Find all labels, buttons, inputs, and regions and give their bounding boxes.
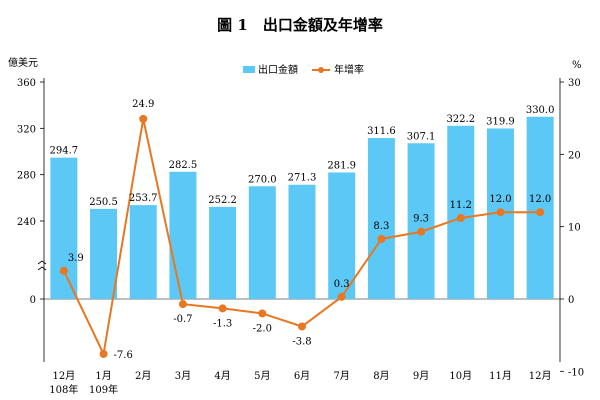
bar bbox=[129, 205, 157, 299]
axis-break-marker bbox=[37, 260, 47, 271]
right-tick-label: 0 bbox=[568, 295, 574, 306]
x-tick-label: 3月 bbox=[175, 370, 191, 382]
line-series bbox=[59, 114, 545, 358]
chart-title: 圖 1 出口金額及年增率 bbox=[217, 16, 383, 34]
line-value-label: -2.0 bbox=[253, 323, 272, 334]
data-labels: 294.7 250.5 253.7 282.5 252.2 270.0 271.3 281.9… bbox=[50, 99, 555, 361]
x-tick-label: 8月 bbox=[373, 370, 389, 382]
line-value-label: 8.3 bbox=[373, 221, 389, 232]
legend-bar-swatch bbox=[243, 66, 255, 73]
line-value-label: -1.3 bbox=[213, 318, 232, 329]
left-tick-label: 0 bbox=[30, 295, 36, 306]
bar bbox=[288, 184, 316, 299]
growth-point bbox=[536, 208, 545, 217]
line-value-label: 9.3 bbox=[413, 214, 429, 225]
x-tick-label: 12月 bbox=[529, 370, 552, 382]
bar-value-label: 282.5 bbox=[169, 160, 198, 171]
growth-point bbox=[258, 309, 267, 318]
line-value-label: -3.8 bbox=[292, 336, 311, 347]
line-value-label: 24.9 bbox=[132, 99, 154, 110]
line-value-label: -0.7 bbox=[173, 314, 192, 325]
x-tick-label: 4月 bbox=[214, 370, 230, 382]
bar-value-label: 250.5 bbox=[89, 197, 118, 208]
x-tick-label: 7月 bbox=[334, 370, 350, 382]
bar bbox=[209, 206, 237, 299]
bar-value-label: 252.2 bbox=[208, 195, 237, 206]
growth-point bbox=[417, 227, 426, 236]
left-axis-unit: 億美元 bbox=[8, 56, 38, 69]
growth-point bbox=[99, 349, 108, 358]
bar bbox=[248, 186, 276, 299]
bar-value-label: 307.1 bbox=[407, 131, 436, 142]
bar bbox=[50, 157, 78, 299]
line-value-label: 3.9 bbox=[68, 253, 84, 264]
bar bbox=[169, 171, 197, 299]
x-tick-label: 9月 bbox=[413, 370, 429, 382]
bar-value-label: 322.2 bbox=[446, 114, 475, 125]
right-axis-unit: % bbox=[572, 60, 582, 71]
legend: 出口金額 年增率 bbox=[243, 63, 364, 76]
legend-line-marker bbox=[318, 67, 324, 73]
bar bbox=[328, 172, 356, 299]
left-tick-label: 360 bbox=[17, 78, 36, 89]
bar bbox=[367, 138, 395, 299]
growth-point bbox=[456, 213, 465, 222]
line-value-label: 0.3 bbox=[334, 279, 350, 290]
left-tick-label: 240 bbox=[17, 217, 36, 228]
growth-point bbox=[377, 234, 386, 243]
left-tick-label: 320 bbox=[17, 124, 36, 135]
right-tick-label: 30 bbox=[568, 78, 581, 89]
x-tick-label: 10月 bbox=[449, 370, 472, 382]
bar-value-label: 319.9 bbox=[486, 116, 515, 127]
x-tick-label: 11月 bbox=[489, 370, 512, 382]
growth-point bbox=[496, 208, 505, 217]
x-tick-label: 1月 bbox=[95, 370, 111, 382]
x-tick-label: 6月 bbox=[294, 370, 310, 382]
bar bbox=[407, 143, 435, 299]
legend-line-label: 年增率 bbox=[334, 63, 364, 76]
legend-bar-label: 出口金額 bbox=[258, 63, 298, 76]
bar bbox=[447, 125, 475, 299]
growth-point bbox=[139, 114, 148, 123]
line-value-label: 11.2 bbox=[450, 200, 472, 211]
bar-value-label: 253.7 bbox=[129, 193, 158, 204]
bar bbox=[90, 208, 118, 299]
bar-value-label: 330.0 bbox=[526, 105, 555, 116]
growth-point bbox=[337, 292, 346, 301]
bar-series bbox=[50, 116, 554, 299]
x-tick-label: 2月 bbox=[135, 370, 151, 382]
right-tick-label: -10 bbox=[568, 367, 584, 378]
growth-point bbox=[59, 266, 68, 275]
right-tick-label: 20 bbox=[568, 150, 581, 161]
line-value-label: -7.6 bbox=[114, 350, 133, 361]
bar-value-label: 294.7 bbox=[50, 146, 79, 157]
growth-point bbox=[178, 300, 187, 309]
bar-value-label: 271.3 bbox=[288, 173, 317, 184]
line-value-label: 12.0 bbox=[489, 194, 511, 205]
x-tick-label: 5月 bbox=[254, 370, 270, 382]
left-tick-label: 280 bbox=[17, 171, 36, 182]
bar bbox=[526, 116, 554, 299]
bar-value-label: 270.0 bbox=[248, 174, 277, 185]
x-tick-sublabel: 109年 bbox=[89, 383, 118, 396]
x-tick-label: 12月 bbox=[52, 370, 75, 382]
bar-value-label: 281.9 bbox=[327, 160, 356, 171]
growth-point bbox=[298, 322, 306, 331]
right-tick-label: 10 bbox=[568, 223, 581, 234]
bar-value-label: 311.6 bbox=[367, 126, 396, 137]
growth-point bbox=[218, 304, 227, 313]
x-tick-sublabel: 108年 bbox=[49, 383, 78, 396]
line-value-label: 12.0 bbox=[529, 194, 551, 205]
